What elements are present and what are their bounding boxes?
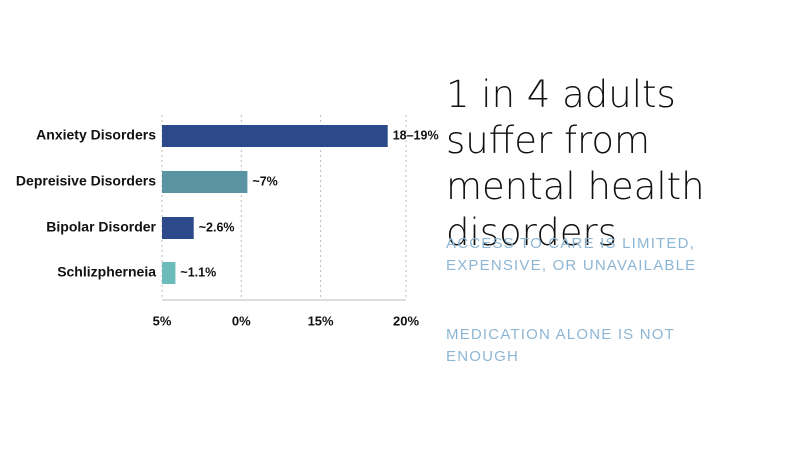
category-label: Anxiety Disorders (36, 127, 156, 143)
bar (162, 262, 176, 284)
category-label: Bipolar Disorder (46, 219, 156, 235)
point: MEDICATION ALONE IS NOT ENOUGH (446, 326, 675, 365)
heading: 1 in 4 adults suffer from mental health … (446, 73, 705, 254)
value-label: ~7% (252, 174, 277, 188)
value-label: ~2.6% (199, 220, 235, 234)
value-label: ~1.1% (180, 265, 216, 279)
x-tick-label: 0% (232, 313, 251, 328)
x-tick-label: 20% (393, 313, 419, 328)
bar (162, 217, 194, 239)
category-label: Depreisive Disorders (16, 173, 156, 189)
point: ACCESS TO CARE IS LIMITED, EXPENSIVE, OR… (446, 235, 697, 274)
bar (162, 125, 388, 147)
x-tick-label: 15% (308, 313, 334, 328)
x-tick-label: 5% (153, 313, 172, 328)
value-label: 18–19% (~40M) (393, 128, 440, 142)
chart: 5% 0% 15% 20% Anxiety Disorders 18–19% (~40M)… (16, 115, 440, 328)
bar (162, 171, 248, 193)
category-label: Schlizpherneia (57, 264, 156, 280)
